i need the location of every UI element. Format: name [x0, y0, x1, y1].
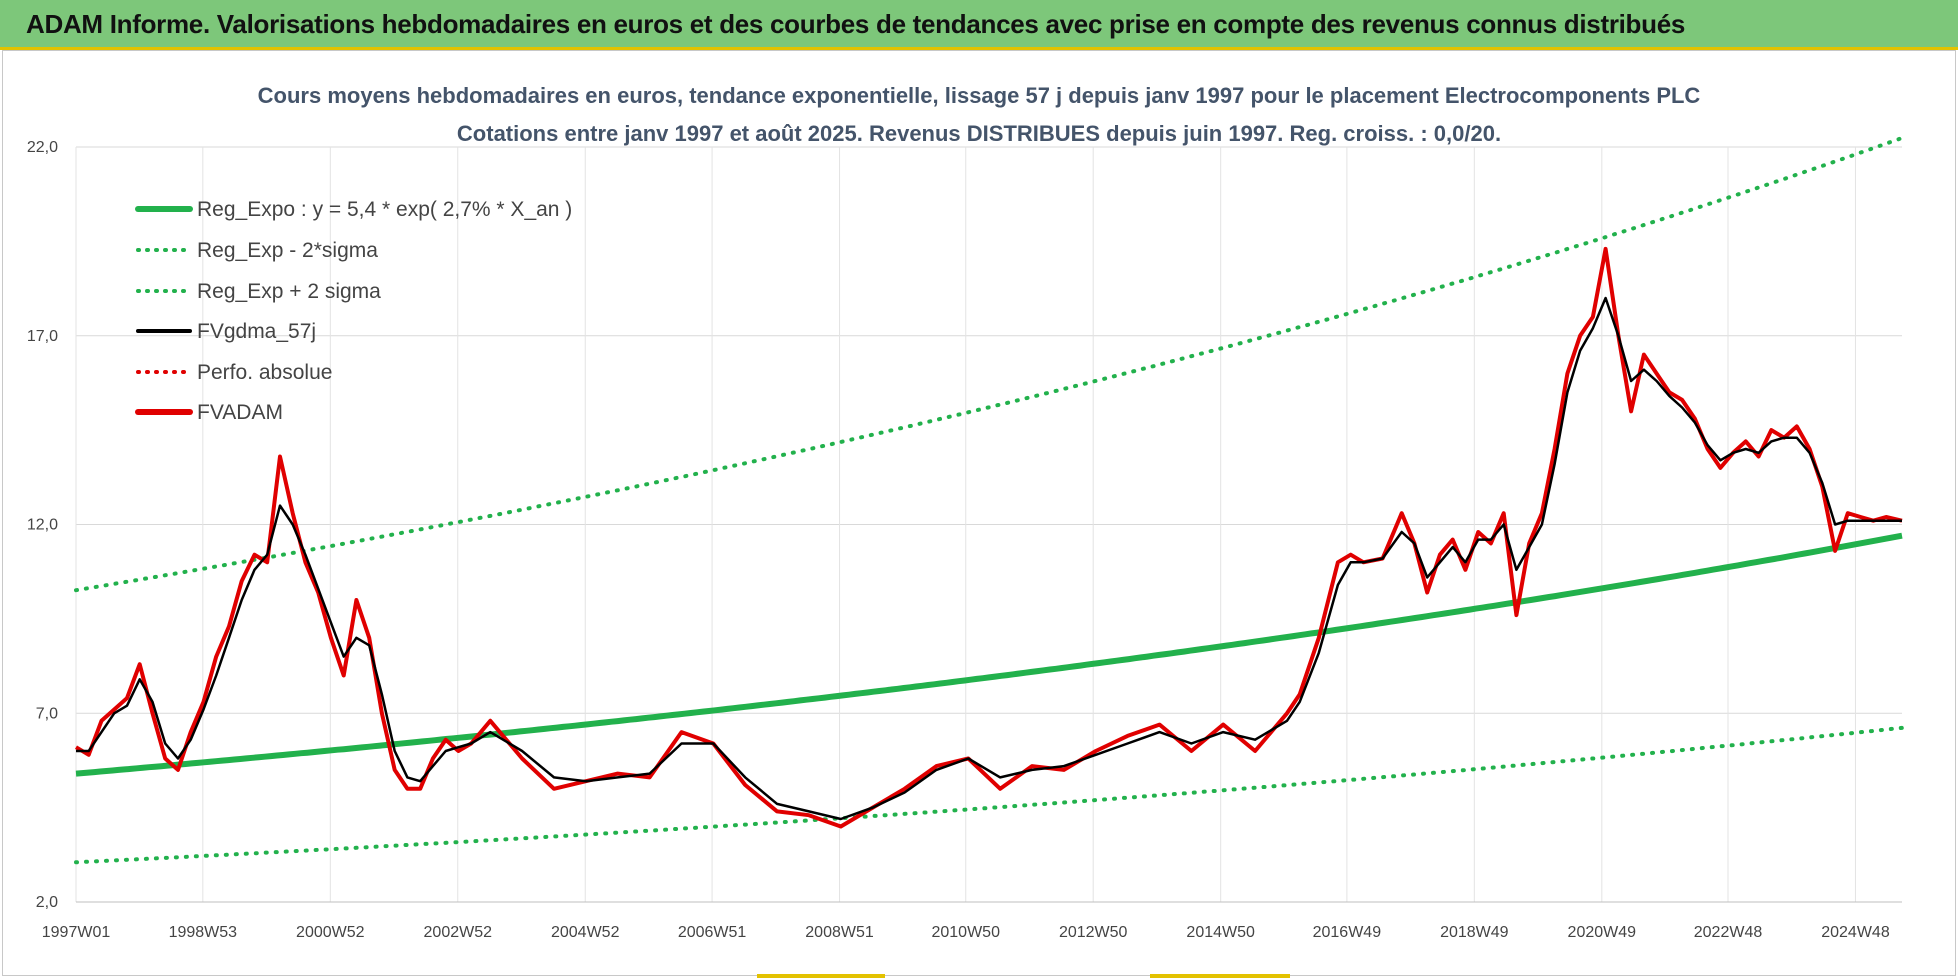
chart-frame — [2, 50, 1956, 976]
legend-label: FVADAM — [197, 401, 283, 424]
bottom-marker — [1150, 974, 1290, 978]
y-tick-label: 2,0 — [36, 894, 58, 911]
chart-subtitle: Cotations entre janv 1997 et août 2025. … — [457, 121, 1501, 146]
legend-label: Reg_Exp + 2 sigma — [197, 280, 381, 303]
x-tick-label: 2012W50 — [1059, 924, 1128, 941]
x-tick-label: 2020W49 — [1568, 924, 1637, 941]
x-tick-label: 2018W49 — [1440, 924, 1509, 941]
x-tick-label: 1997W01 — [42, 924, 111, 941]
x-tick-label: 2022W48 — [1694, 924, 1763, 941]
x-tick-label: 2024W48 — [1821, 924, 1890, 941]
legend-label: Reg_Expo : y = 5,4 * exp( 2,7% * X_an ) — [197, 198, 572, 221]
legend-label: FVgdma_57j — [197, 320, 316, 343]
legend-label: Perfo. absolue — [197, 361, 332, 384]
x-tick-label: 2014W50 — [1186, 924, 1255, 941]
y-tick-label: 12,0 — [27, 517, 58, 534]
y-tick-label: 17,0 — [27, 328, 58, 345]
x-tick-label: 2004W52 — [551, 924, 620, 941]
series-reg-exp-plus-2sigma — [74, 136, 1904, 593]
x-tick-label: 2016W49 — [1313, 924, 1382, 941]
series-fvadam — [74, 246, 1903, 829]
legend-label: Reg_Exp - 2*sigma — [197, 239, 378, 262]
x-tick-label: 2002W52 — [424, 924, 493, 941]
series-fvgdma-57j — [76, 296, 1902, 821]
report-title: ADAM Informe. Valorisations hebdomadaire… — [26, 9, 1686, 39]
series — [74, 136, 1904, 865]
chart-title: Cours moyens hebdomadaires en euros, ten… — [258, 83, 1701, 108]
bottom-marker — [757, 974, 885, 978]
y-tick-label: 22,0 — [27, 139, 58, 156]
x-tick-label: 1998W53 — [169, 924, 238, 941]
legend: Reg_Expo : y = 5,4 * exp( 2,7% * X_an ) R… — [135, 198, 572, 424]
report-banner: ADAM Informe. Valorisations hebdomadaire… — [0, 0, 1958, 50]
series-reg-expo — [75, 532, 1903, 777]
x-tick-label: 2008W51 — [805, 924, 874, 941]
y-tick-label: 7,0 — [36, 705, 58, 722]
axes: 22,0 17,0 12,0 7,0 2,0 1997W01 1998W53 2000W52 2… — [27, 139, 1902, 941]
x-tick-label: 2010W50 — [931, 924, 1000, 941]
x-tick-label: 2006W51 — [678, 924, 747, 941]
x-tick-label: 2000W52 — [296, 924, 365, 941]
